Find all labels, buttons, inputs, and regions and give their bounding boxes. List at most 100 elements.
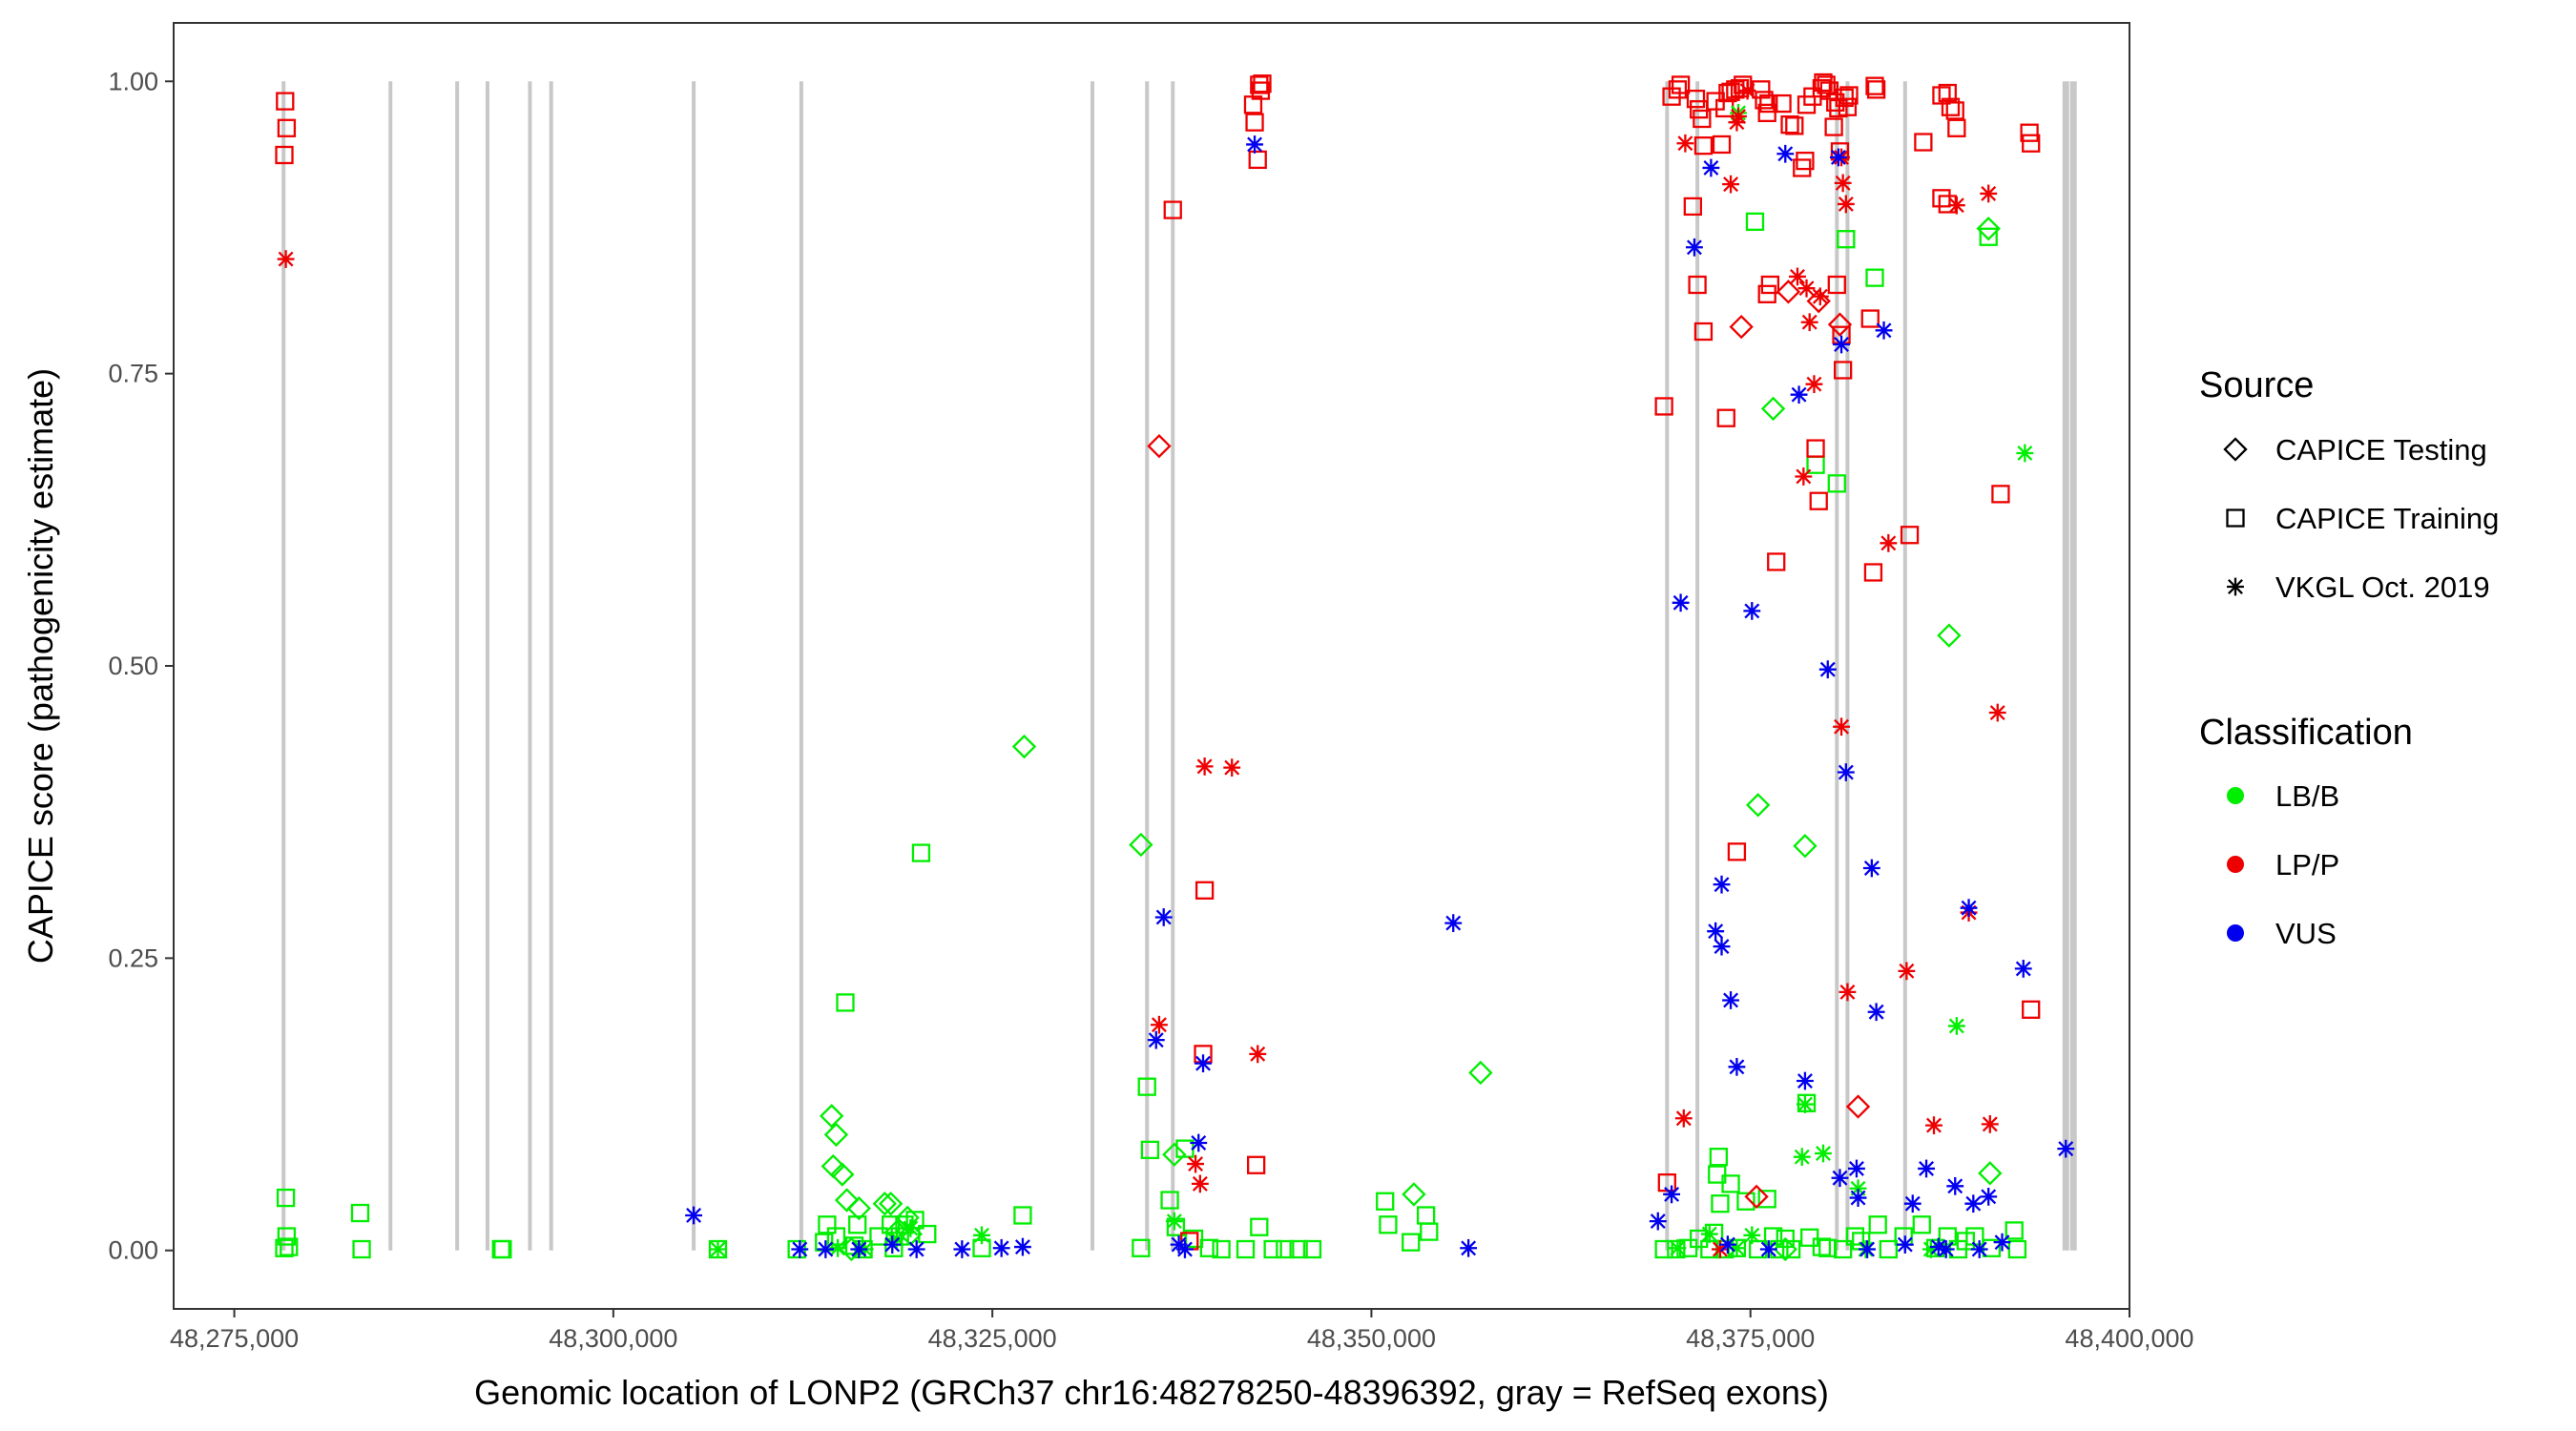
data-point [1827,275,1846,295]
data-point [1151,1015,1168,1034]
data-point [1711,1194,1730,1213]
data-point [1712,135,1732,155]
data-point [836,993,855,1012]
data-point [1834,361,1853,380]
data-point [1767,552,1786,571]
data-point [1817,75,1836,94]
data-point [1806,288,1831,314]
data-point [1838,97,1858,116]
data-point [1833,335,1850,354]
data-point [1302,1239,1322,1259]
data-point [1757,103,1776,123]
data-point [1918,1159,1935,1178]
data-point [1938,83,1957,103]
data-point [1797,1093,1817,1112]
data-point [1946,1176,1964,1195]
y-tick-label: 0.75 [108,360,158,388]
data-point [1776,1229,1795,1249]
data-point [1187,1154,1205,1173]
data-point [1402,1182,1426,1207]
y-tick-label: 0.25 [108,944,158,972]
data-point [1693,321,1714,342]
data-point [953,1240,971,1258]
data-point [1137,1077,1156,1096]
data-point [1925,1116,1942,1134]
data-point [1780,114,1799,135]
data-point [1672,593,1690,612]
data-point [1649,1212,1667,1231]
data-point [277,118,297,137]
data-point [872,1192,897,1216]
data-point [275,145,294,165]
data-point [1671,75,1691,94]
legend-label: VKGL Oct. 2019 [2275,570,2490,604]
data-point [277,1227,297,1246]
data-point [2057,1139,2075,1158]
data-point [1898,962,1916,981]
data-point [1796,1071,1814,1090]
data-point [1195,1054,1212,1073]
data-point [277,250,295,268]
legend-label: CAPICE Training [2275,502,2499,535]
data-point [1263,1239,1282,1259]
data-point [1755,91,1774,110]
data-point [878,1192,904,1216]
data-point [992,1238,1010,1257]
series-lp-p-vkgl-oct-2019 [277,81,2006,1258]
data-point [1900,526,1920,545]
data-point [1800,1228,1819,1247]
data-point [1468,1060,1493,1086]
data-point [1757,1190,1776,1209]
data-point [350,1203,370,1223]
data-point [2022,1000,2041,1019]
data-point [1880,533,1898,552]
data-point [709,1240,727,1258]
data-point [869,1227,888,1246]
axes: 48,275,000 48,300,000 48,325,000 48,350,000… [108,67,2193,1353]
data-point [1129,832,1153,858]
data-point [1160,1191,1179,1210]
data-point [1757,284,1776,303]
data-point [1674,1109,1693,1128]
data-point [1795,467,1813,486]
data-point [1013,1237,1031,1256]
legend-key-dot [2227,924,2244,942]
y-axis-title: CAPICE score (pathogenicity estimate) [21,368,60,964]
data-point [2005,1221,2024,1240]
data-point [1839,86,1859,105]
x-tick-label: 48,400,000 [2065,1324,2193,1353]
data-point [1937,1240,1955,1258]
data-point [1932,189,1951,208]
series-lp-p-capice-training [275,73,2041,1251]
data-point [1947,118,1966,137]
data-point [1738,81,1756,100]
data-point [1140,1140,1160,1159]
data-point [1147,433,1172,459]
data-point [1829,148,1847,167]
data-point [1903,1194,1922,1213]
data-point [1253,74,1272,93]
data-point [1668,80,1688,99]
data-point [1734,75,1753,94]
data-point [826,1227,846,1246]
x-tick-label: 48,350,000 [1307,1324,1436,1353]
data-point [1837,230,1856,249]
data-point [1863,563,1883,582]
data-point [276,92,295,111]
data-point [1759,93,1778,114]
data-point [1223,758,1241,777]
data-point [1789,267,1806,286]
data-point [1654,397,1673,416]
data-point [1818,660,1837,679]
data-point [1964,1194,1983,1213]
data-point [1195,881,1215,900]
data-point [1444,914,1463,932]
data-point [1793,1148,1811,1167]
data-point [1713,875,1731,894]
legend-label: CAPICE Testing [2275,433,2487,467]
data-point [1785,116,1804,135]
data-point [1805,375,1823,394]
data-point [1718,1235,1736,1254]
data-point [1460,1238,1478,1257]
data-point [1845,1094,1871,1119]
